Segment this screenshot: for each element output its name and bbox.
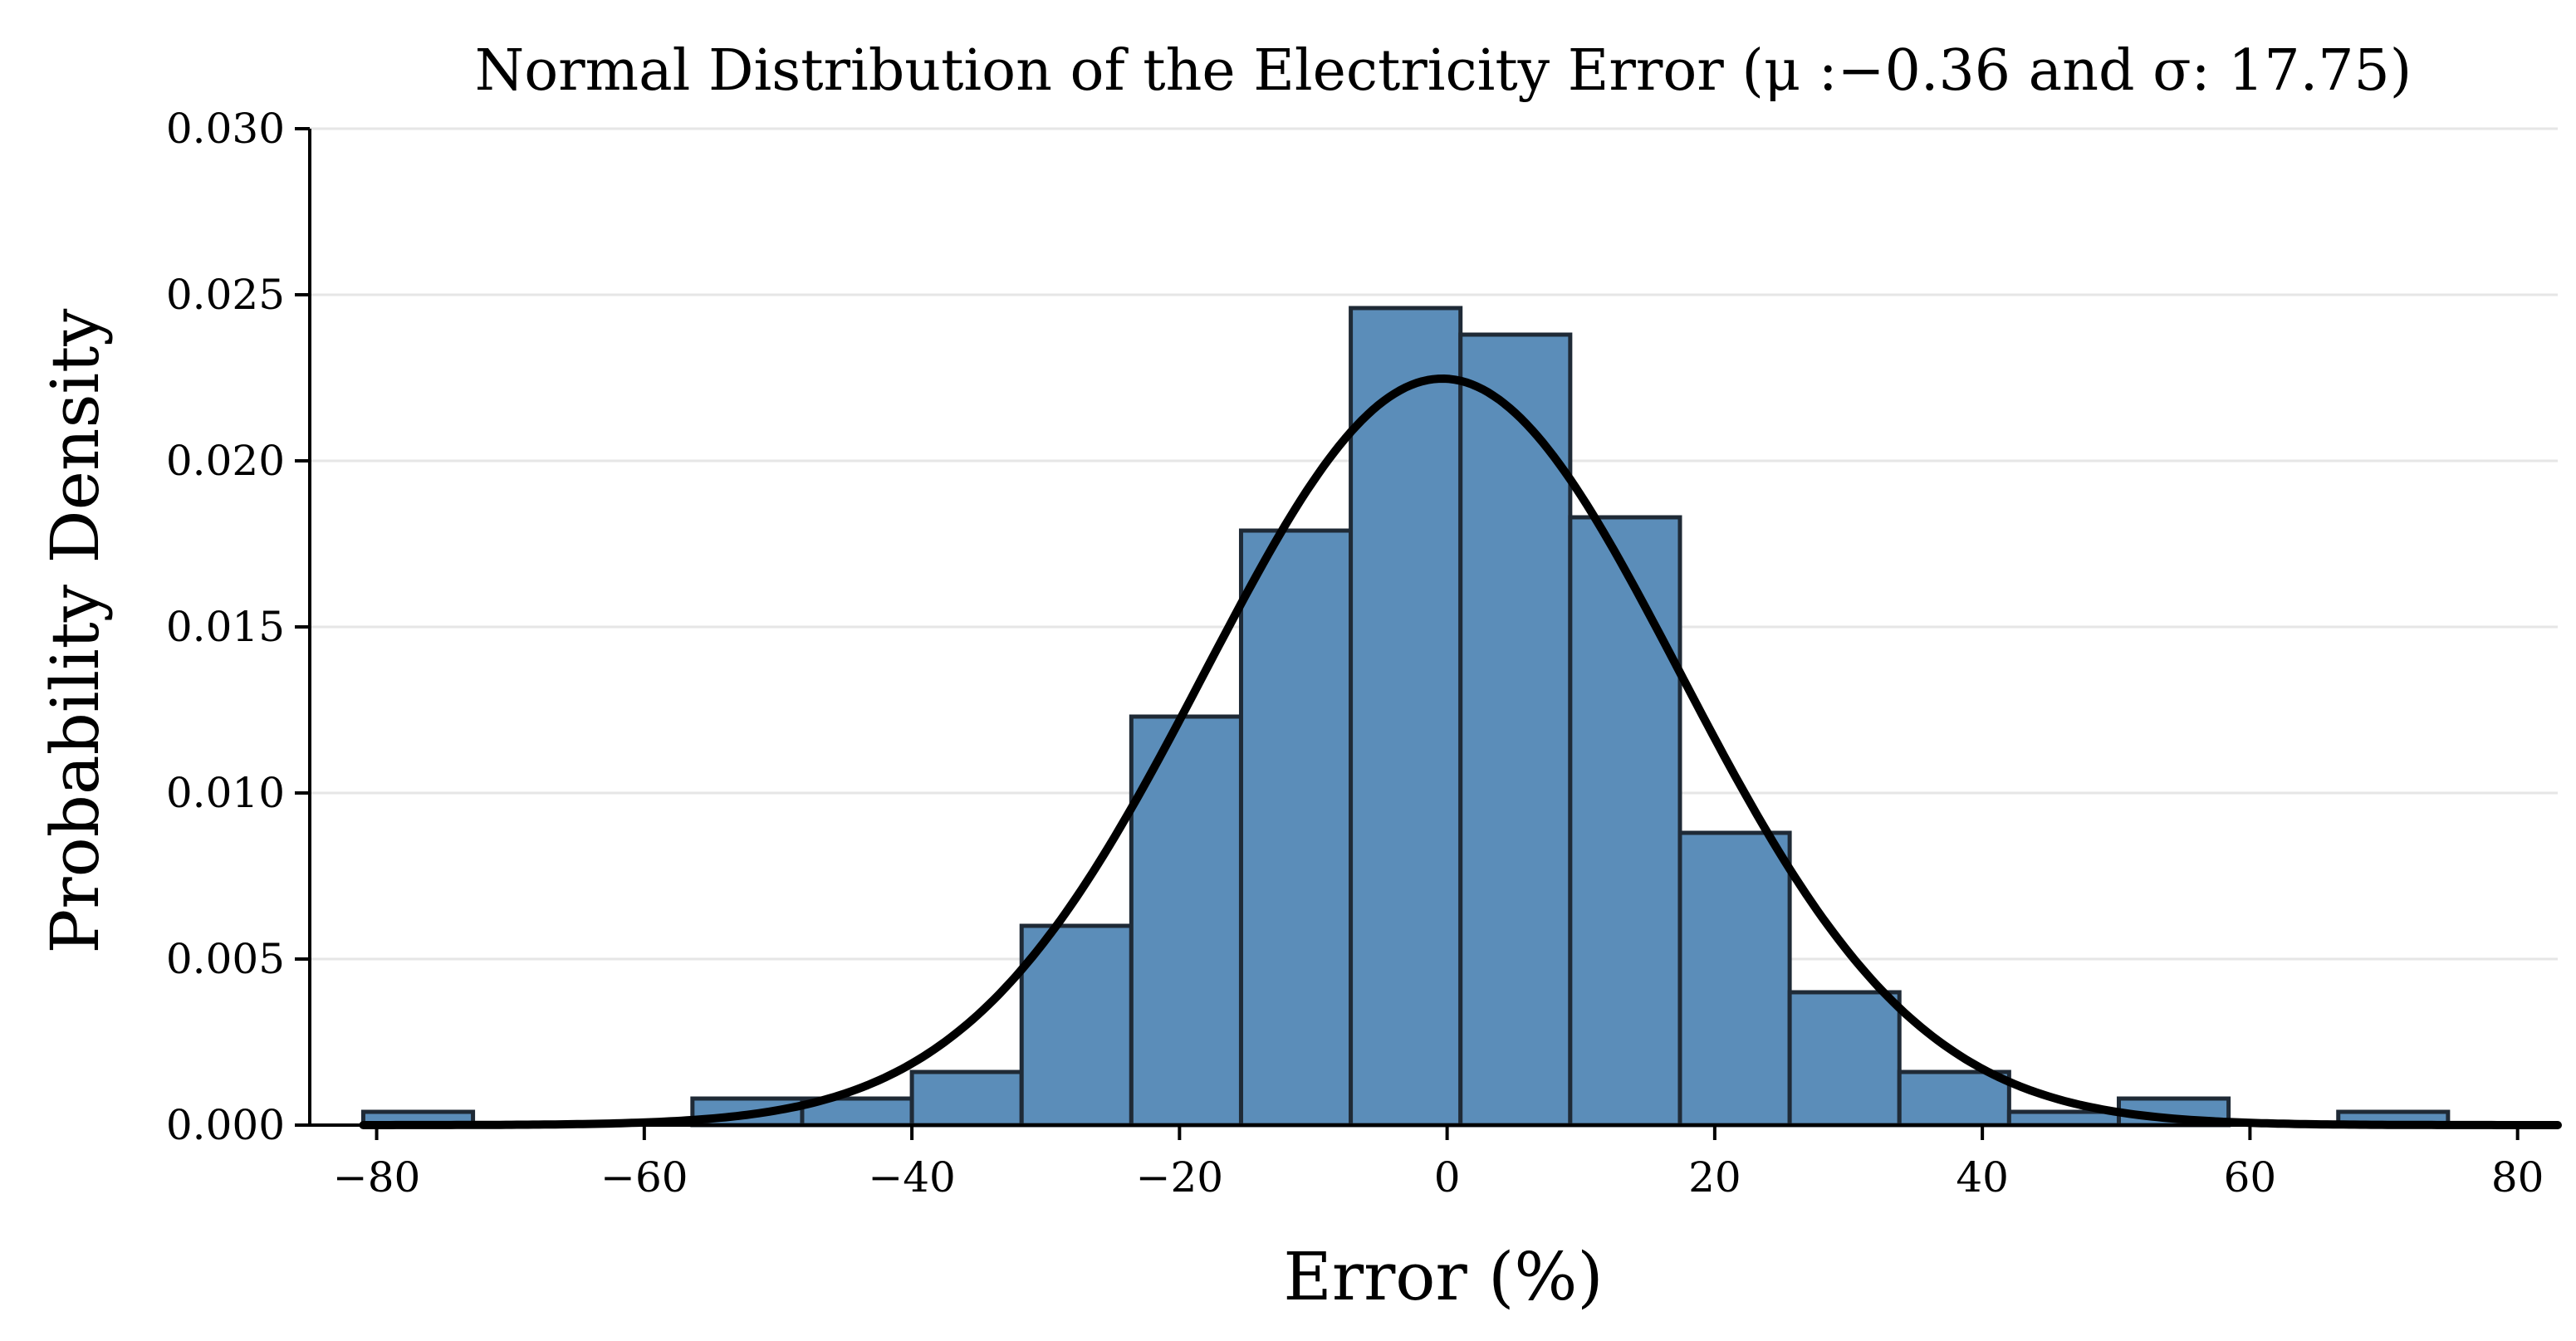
y-tick-label: 0.020 — [166, 437, 285, 485]
x-tick-label: −20 — [1136, 1153, 1224, 1202]
normal-fit-curve-layer — [359, 374, 2562, 1129]
y-axis-label: Probability Density — [37, 309, 114, 954]
x-tick-label: 40 — [1956, 1153, 2009, 1202]
x-tick-label: −80 — [333, 1153, 421, 1202]
x-axis-label: Error (%) — [1283, 1238, 1603, 1315]
histogram-bar — [1238, 528, 1354, 1128]
chart-title: Normal Distribution of the Electricity E… — [475, 38, 2412, 104]
histogram-bar — [1677, 830, 1792, 1128]
normal-fit-curve — [359, 374, 2562, 1129]
y-tick-label: 0.010 — [166, 769, 285, 817]
y-tick-label: 0.005 — [166, 935, 285, 983]
histogram-bar — [909, 1069, 1024, 1128]
histogram-bar — [1568, 515, 1682, 1128]
x-tick-label: 60 — [2224, 1153, 2277, 1202]
axis-ticks: −80 −60 −40 −20 0 20 40 60 80 0.000 0.005 0.010 0.01… — [166, 105, 2544, 1202]
y-tick-label: 0.025 — [166, 271, 285, 319]
histogram-bars — [360, 306, 2451, 1128]
histogram-bar — [1787, 990, 1902, 1128]
x-tick-label: −60 — [600, 1153, 688, 1202]
y-tick-label: 0.000 — [166, 1101, 285, 1149]
histogram-bar — [1897, 1069, 2011, 1128]
x-tick-label: −40 — [868, 1153, 956, 1202]
x-tick-label: 0 — [1434, 1153, 1461, 1202]
x-tick-label: 20 — [1688, 1153, 1741, 1202]
histogram-bar — [2006, 1109, 2121, 1128]
histogram-bar — [1349, 306, 1463, 1128]
y-tick-label: 0.030 — [166, 105, 285, 153]
x-tick-label: 80 — [2491, 1153, 2544, 1202]
y-tick-label: 0.015 — [166, 603, 285, 651]
